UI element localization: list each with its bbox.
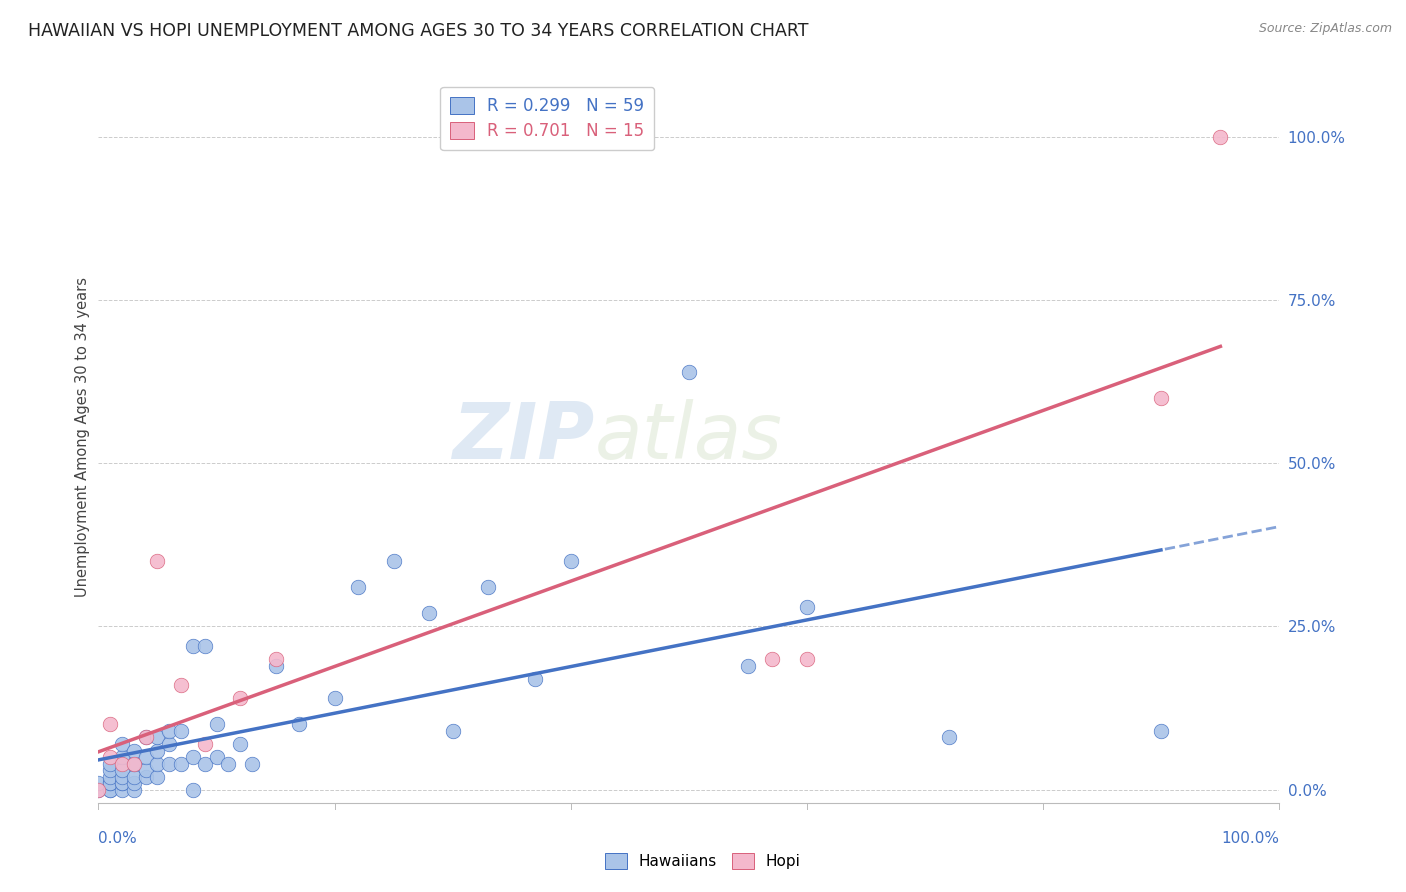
- Point: [111, 776, 134, 790]
- Text: atlas: atlas: [595, 399, 782, 475]
- Point: [122, 756, 145, 771]
- Legend: R = 0.299   N = 59, R = 0.701   N = 15: R = 0.299 N = 59, R = 0.701 N = 15: [440, 87, 654, 150]
- Point: [87, 782, 110, 797]
- Point: [98, 750, 121, 764]
- Point: [229, 737, 252, 751]
- Point: [111, 763, 134, 777]
- Point: [122, 782, 145, 797]
- Point: [135, 750, 157, 764]
- Point: [135, 770, 157, 784]
- Point: [98, 776, 121, 790]
- Point: [98, 717, 121, 731]
- Point: [98, 756, 121, 771]
- Text: 100.0%: 100.0%: [1222, 831, 1279, 846]
- Point: [122, 776, 145, 790]
- Point: [347, 580, 370, 594]
- Point: [441, 723, 464, 738]
- Legend: Hawaiians, Hopi: Hawaiians, Hopi: [599, 847, 807, 875]
- Point: [111, 770, 134, 784]
- Point: [87, 776, 110, 790]
- Point: [146, 743, 169, 757]
- Point: [170, 678, 193, 692]
- Text: 0.0%: 0.0%: [98, 831, 138, 846]
- Point: [264, 652, 287, 666]
- Point: [194, 639, 217, 653]
- Point: [170, 756, 193, 771]
- Point: [205, 750, 228, 764]
- Point: [181, 782, 204, 797]
- Point: [98, 782, 121, 797]
- Point: [796, 652, 818, 666]
- Point: [382, 554, 405, 568]
- Point: [135, 763, 157, 777]
- Point: [181, 639, 204, 653]
- Point: [122, 743, 145, 757]
- Point: [157, 737, 180, 751]
- Point: [111, 737, 134, 751]
- Point: [1209, 129, 1232, 144]
- Point: [194, 737, 217, 751]
- Point: [560, 554, 582, 568]
- Point: [111, 782, 134, 797]
- Point: [217, 756, 239, 771]
- Point: [1150, 391, 1173, 405]
- Point: [240, 756, 263, 771]
- Text: HAWAIIAN VS HOPI UNEMPLOYMENT AMONG AGES 30 TO 34 YEARS CORRELATION CHART: HAWAIIAN VS HOPI UNEMPLOYMENT AMONG AGES…: [28, 22, 808, 40]
- Point: [737, 658, 759, 673]
- Point: [111, 776, 134, 790]
- Point: [111, 750, 134, 764]
- Point: [205, 717, 228, 731]
- Point: [98, 770, 121, 784]
- Point: [524, 672, 547, 686]
- Point: [323, 691, 346, 706]
- Point: [122, 756, 145, 771]
- Point: [122, 770, 145, 784]
- Point: [761, 652, 783, 666]
- Point: [135, 731, 157, 745]
- Point: [264, 658, 287, 673]
- Text: ZIP: ZIP: [453, 399, 595, 475]
- Point: [796, 599, 818, 614]
- Y-axis label: Unemployment Among Ages 30 to 34 years: Unemployment Among Ages 30 to 34 years: [75, 277, 90, 597]
- Point: [146, 770, 169, 784]
- Point: [678, 365, 700, 379]
- Point: [194, 756, 217, 771]
- Point: [87, 782, 110, 797]
- Point: [98, 776, 121, 790]
- Point: [477, 580, 499, 594]
- Point: [135, 731, 157, 745]
- Point: [1150, 723, 1173, 738]
- Point: [181, 750, 204, 764]
- Point: [157, 723, 180, 738]
- Point: [288, 717, 311, 731]
- Text: Source: ZipAtlas.com: Source: ZipAtlas.com: [1258, 22, 1392, 36]
- Point: [170, 723, 193, 738]
- Point: [98, 782, 121, 797]
- Point: [146, 554, 169, 568]
- Point: [98, 763, 121, 777]
- Point: [418, 607, 440, 621]
- Point: [157, 756, 180, 771]
- Point: [146, 756, 169, 771]
- Point: [111, 756, 134, 771]
- Point: [938, 731, 960, 745]
- Point: [146, 731, 169, 745]
- Point: [229, 691, 252, 706]
